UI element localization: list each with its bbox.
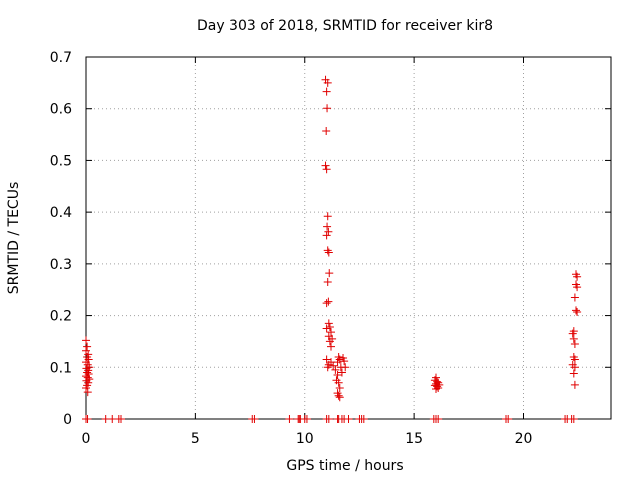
data-point [568, 329, 577, 338]
data-point [335, 383, 344, 392]
data-point [359, 415, 368, 423]
x-tick-label: 20 [515, 431, 533, 447]
y-tick-label: 0 [63, 412, 72, 428]
x-axis-label: GPS time / hours [286, 458, 403, 474]
x-tick-label: 10 [296, 431, 314, 447]
data-point [82, 336, 90, 345]
data-point [322, 324, 331, 333]
y-tick-label: 0.1 [50, 360, 72, 376]
data-point [434, 415, 443, 423]
data-point [285, 415, 294, 423]
data-point [329, 361, 338, 370]
data-point [323, 212, 332, 221]
data-point [504, 415, 513, 423]
data-point [325, 337, 334, 346]
data-point [334, 391, 343, 400]
data-point [83, 342, 92, 351]
data-point [83, 368, 92, 377]
data-point [335, 393, 344, 402]
data-point [322, 355, 331, 364]
data-point [321, 161, 330, 170]
data-point [570, 363, 579, 372]
data-point [340, 357, 349, 366]
y-tick-label: 0.6 [50, 102, 72, 118]
data-point [323, 222, 332, 231]
data-point [324, 297, 333, 306]
data-point [322, 165, 331, 174]
data-point [573, 283, 582, 292]
data-point [327, 328, 335, 337]
data-point [572, 306, 580, 315]
data-points [82, 75, 582, 423]
y-tick-label: 0.4 [50, 205, 72, 221]
data-point [570, 355, 579, 364]
data-point [83, 388, 92, 397]
data-point [302, 415, 311, 423]
data-point [569, 415, 578, 423]
data-point [323, 78, 332, 87]
data-point [117, 415, 125, 423]
data-point [335, 355, 344, 364]
data-point [250, 415, 259, 423]
data-point [333, 371, 342, 380]
x-tick-label: 0 [82, 431, 91, 447]
data-point [324, 227, 333, 236]
data-point [323, 277, 332, 286]
data-point [323, 363, 332, 372]
y-tick-label: 0.2 [50, 309, 72, 325]
grid [86, 57, 611, 419]
data-point [322, 231, 331, 240]
data-point [334, 378, 343, 387]
data-point [325, 269, 334, 278]
y-tick-label: 0.5 [50, 153, 72, 169]
data-point [331, 365, 340, 374]
data-point [322, 126, 331, 135]
data-point [432, 385, 440, 394]
data-point [337, 368, 346, 377]
data-point [322, 299, 331, 308]
data-point [82, 376, 91, 385]
data-point [573, 272, 582, 281]
data-point [82, 383, 90, 392]
data-point [324, 415, 333, 423]
chart-title: Day 303 of 2018, SRMTID for receiver kir… [197, 18, 493, 34]
data-point [569, 334, 578, 343]
data-point [344, 415, 353, 423]
data-point [325, 322, 334, 331]
data-point [324, 248, 333, 257]
data-point [570, 380, 579, 389]
data-point [323, 246, 332, 255]
data-point [569, 369, 578, 378]
data-point [341, 363, 350, 372]
data-point [570, 293, 579, 302]
data-point [83, 415, 92, 423]
data-point [323, 104, 332, 113]
y-tick-label: 0.7 [50, 50, 72, 66]
x-tick-label: 5 [191, 431, 200, 447]
data-point [570, 340, 579, 349]
data-point [573, 307, 582, 316]
data-point [322, 87, 331, 96]
x-tick-label: 15 [405, 431, 423, 447]
data-point [324, 319, 333, 328]
y-axis-label: SRMTID / TECUs [6, 182, 22, 295]
y-tick-label: 0.3 [50, 257, 72, 273]
data-point [327, 342, 335, 351]
data-point [82, 364, 91, 373]
